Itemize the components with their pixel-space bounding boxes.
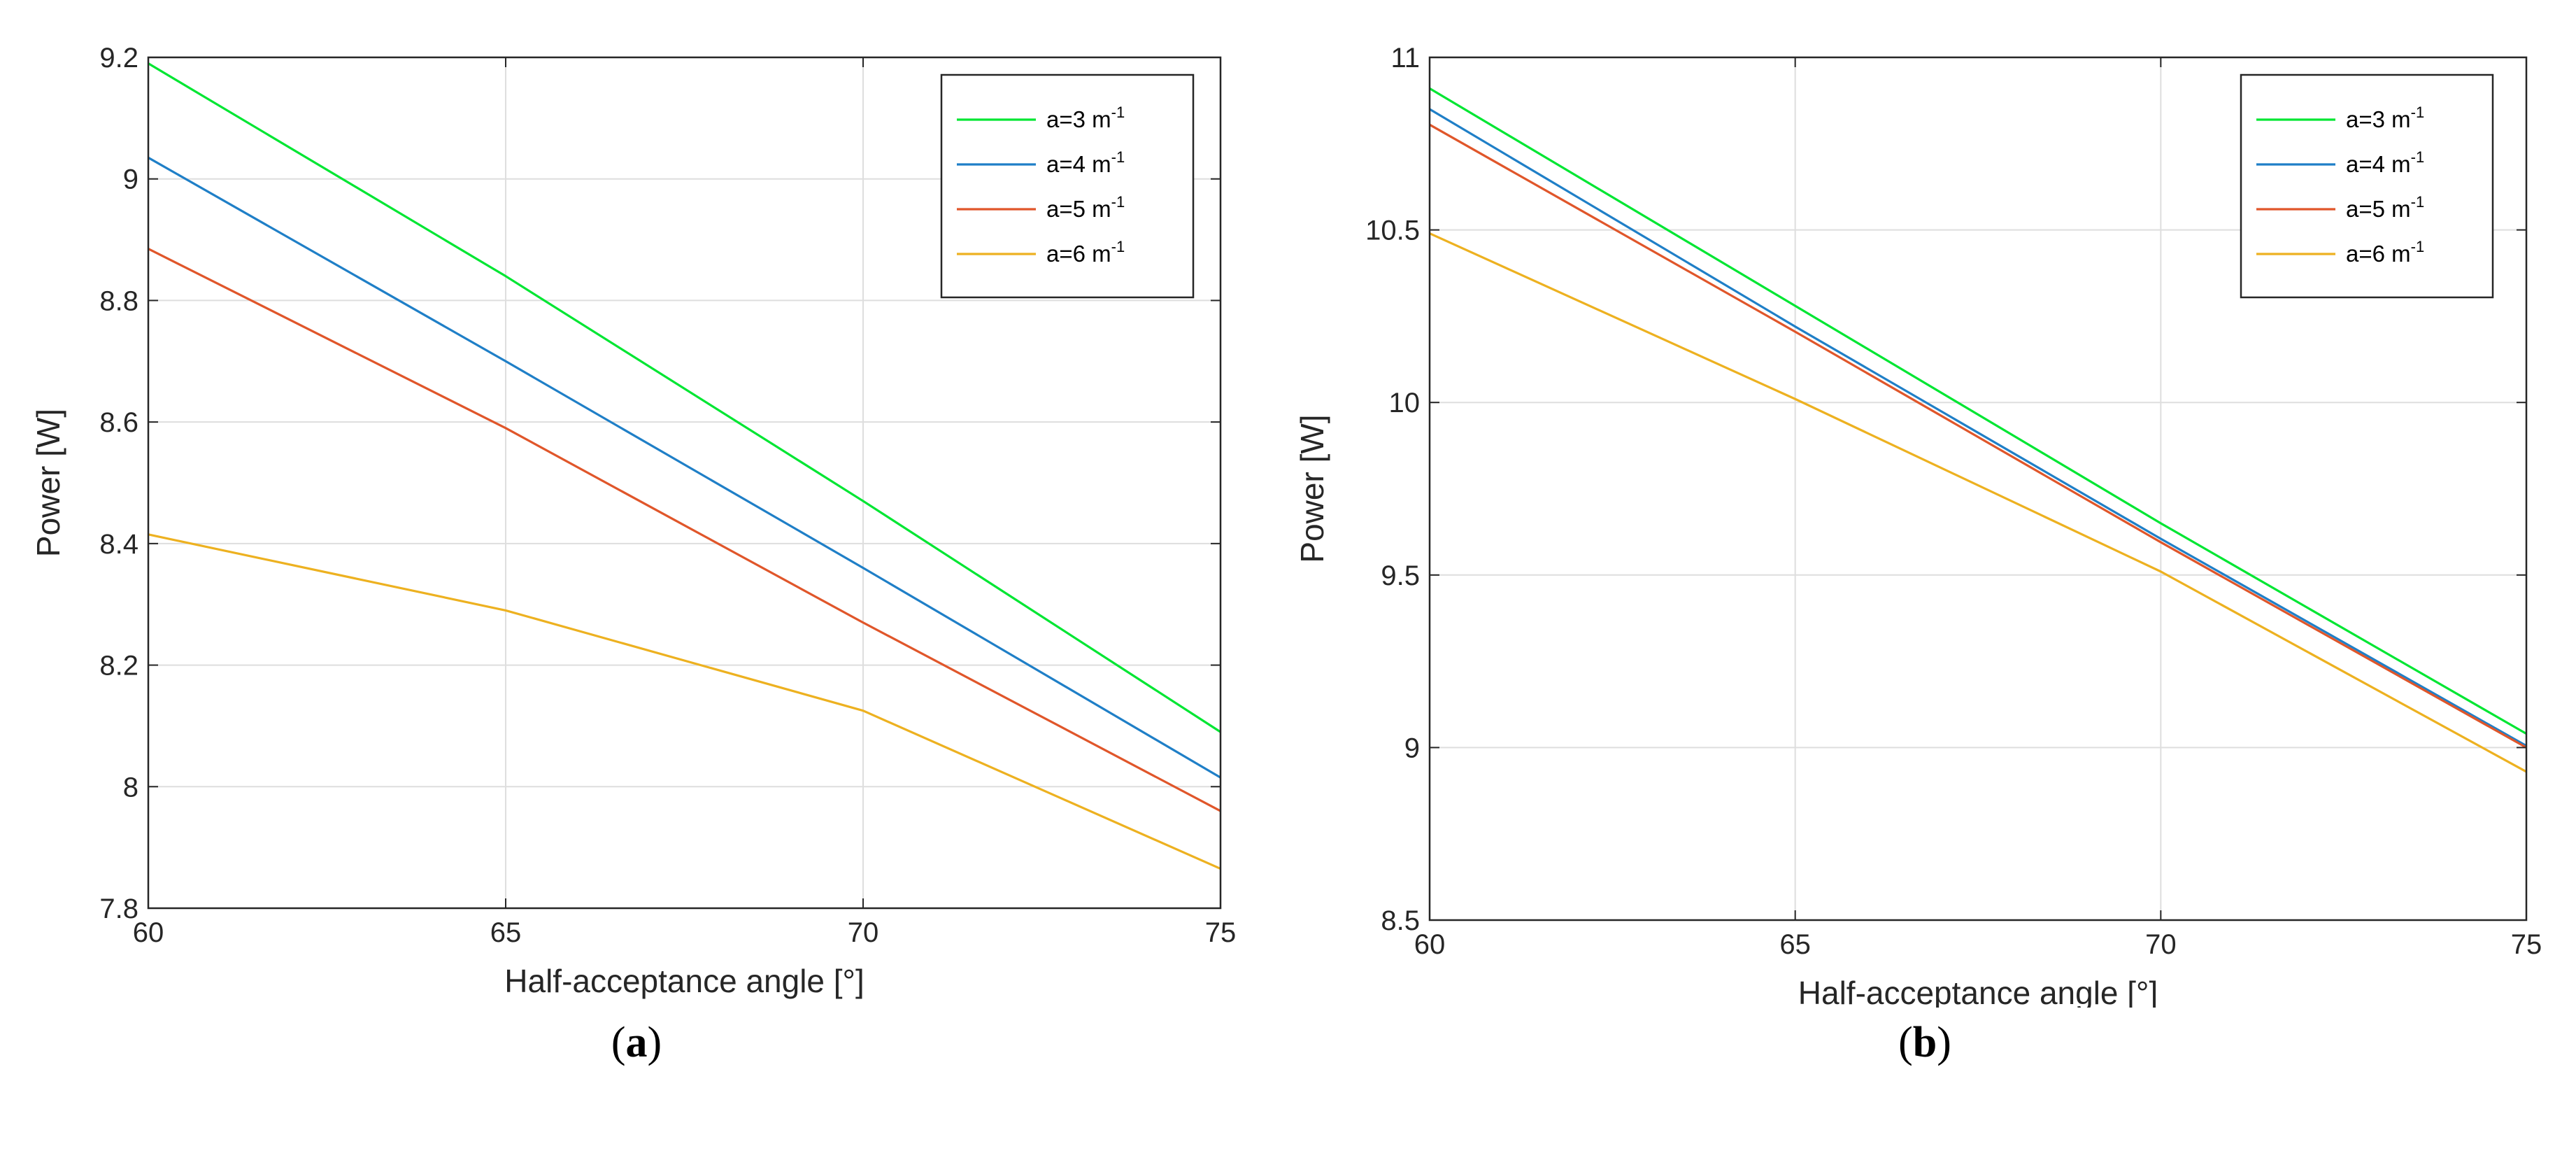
caption-a: (a) bbox=[532, 1018, 741, 1068]
chart-a-legend-label-name-2: a=4 m bbox=[1046, 151, 1111, 177]
chart-a-ylabel: Power [W] bbox=[30, 409, 66, 557]
chart-a-legend-label-sup-4: -1 bbox=[1111, 238, 1125, 255]
chart-b-series-line-3 bbox=[1429, 123, 2527, 749]
chart-a-xtick-label-3: 75 bbox=[1205, 917, 1237, 948]
caption-b-close: ) bbox=[1937, 1019, 1951, 1066]
chart-b-xtick-label-0: 60 bbox=[1414, 929, 1446, 960]
caption-a-close: ) bbox=[647, 1019, 662, 1066]
chart-a-legend-label-sup-3: -1 bbox=[1111, 193, 1125, 211]
chart-a-ytick-label-2: 8.2 bbox=[99, 651, 138, 682]
caption-b-open: ( bbox=[1898, 1019, 1913, 1066]
chart-b-legend-label-3: a=5 m-1 bbox=[2346, 193, 2424, 222]
chart-a-ytick-label-6: 9 bbox=[123, 164, 138, 195]
chart-a-xtick-label-0: 60 bbox=[133, 917, 164, 948]
chart-a-legend-label-4: a=6 m-1 bbox=[1046, 238, 1125, 267]
chart-a-xtick-label-2: 70 bbox=[848, 917, 879, 948]
chart-b-legend-box bbox=[2240, 73, 2494, 299]
chart-b-legend-label-name-2: a=4 m bbox=[2346, 151, 2411, 177]
chart-b-legend-label-sup-4: -1 bbox=[2411, 238, 2425, 255]
chart-panel-a: 60 65 70 75 7.8 8 8.2 8.4 8.6 8.8 9 9.2 Half-accepta… bbox=[30, 43, 1237, 1068]
chart-b-ylabel: Power [W] bbox=[1294, 414, 1330, 563]
chart-a-xtick-label-1: 65 bbox=[490, 917, 522, 948]
chart-b-ytick-label-1: 9 bbox=[1404, 733, 1420, 763]
chart-b-legend-label-2: a=4 m-1 bbox=[2346, 148, 2424, 177]
chart-a-ytick-label-4: 8.6 bbox=[99, 407, 138, 438]
chart-a-legend-label-3: a=5 m-1 bbox=[1046, 193, 1125, 222]
chart-a-ytick-label-0: 7.8 bbox=[99, 894, 138, 924]
chart-a-legend-box bbox=[940, 73, 1195, 299]
chart-b-legend-label-sup-3: -1 bbox=[2411, 193, 2425, 211]
chart-a-legend-label-1: a=3 m-1 bbox=[1046, 104, 1125, 132]
chart-b-legend-label-name-3: a=5 m bbox=[2346, 196, 2411, 222]
chart-b-series-line-4 bbox=[1429, 232, 2527, 773]
chart-a-series-line-1 bbox=[148, 62, 1221, 733]
chart-b-legend-label-1: a=3 m-1 bbox=[2346, 104, 2424, 132]
chart-b-legend-label-name-4: a=6 m bbox=[2346, 241, 2411, 267]
chart-a-legend-label-name-4: a=6 m bbox=[1046, 241, 1111, 267]
chart-b-xlabel: Half-acceptance angle [°] bbox=[1798, 975, 2158, 1008]
chart-a-legend-label-sup-1: -1 bbox=[1111, 104, 1125, 121]
chart-a-legend-label-2: a=4 m-1 bbox=[1046, 148, 1125, 177]
caption-a-open: ( bbox=[611, 1019, 626, 1066]
caption-b-letter: b bbox=[1912, 1019, 1937, 1066]
chart-b-xtick-label-1: 65 bbox=[1779, 929, 1811, 960]
chart-b-ytick-label-4: 10.5 bbox=[1365, 216, 1420, 246]
chart-b-legend-label-sup-2: -1 bbox=[2411, 148, 2425, 166]
chart-panel-b: 60 65 70 75 8.5 9 9.5 10 10.5 11 Half-acceptance a… bbox=[1288, 0, 2576, 1158]
chart-b-legend-label-sup-1: -1 bbox=[2411, 104, 2425, 121]
chart-b-ytick-label-5: 11 bbox=[1390, 43, 1420, 73]
chart-b-axes-box bbox=[1428, 56, 2528, 922]
chart-a-ytick-label-5: 8.8 bbox=[99, 285, 138, 316]
chart-b-series-line-1 bbox=[1429, 87, 2527, 735]
chart-a-legend-label-name-1: a=3 m bbox=[1046, 106, 1111, 132]
chart-a-legend-label-sup-2: -1 bbox=[1111, 148, 1125, 166]
chart-b-ytick-label-3: 10 bbox=[1389, 388, 1421, 418]
chart-b-xtick-label-2: 70 bbox=[2145, 929, 2177, 960]
chart-a-xlabel: Half-acceptance angle [°] bbox=[504, 963, 864, 999]
chart-b-legend-label-name-1: a=3 m bbox=[2346, 106, 2411, 132]
chart-a-axes-box bbox=[147, 56, 1222, 910]
chart-a-series-line-4 bbox=[148, 533, 1221, 870]
chart-a-legend-label-name-3: a=5 m bbox=[1046, 196, 1111, 222]
chart-b-ytick-label-0: 8.5 bbox=[1381, 905, 1420, 936]
chart-b-legend-label-4: a=6 m-1 bbox=[2346, 238, 2424, 267]
chart-a-series-line-2 bbox=[148, 156, 1221, 779]
caption-b: (b) bbox=[1820, 1018, 2030, 1068]
chart-a-ytick-label-1: 8 bbox=[123, 772, 138, 803]
chart-b-xtick-label-3: 75 bbox=[2511, 929, 2542, 960]
chart-a-svg: 60 65 70 75 7.8 8 8.2 8.4 8.6 8.8 9 9.2 Half-accepta… bbox=[30, 43, 1237, 999]
chart-b-svg: 60 65 70 75 8.5 9 9.5 10 10.5 11 Half-acceptance a… bbox=[1294, 43, 2542, 1008]
chart-b-ytick-label-2: 9.5 bbox=[1381, 560, 1420, 591]
chart-a-series-line-3 bbox=[148, 248, 1221, 812]
chart-a-ytick-label-7: 9.2 bbox=[99, 43, 138, 73]
caption-a-letter: a bbox=[625, 1019, 648, 1066]
chart-b-series-line-2 bbox=[1429, 108, 2527, 747]
chart-a-ytick-label-3: 8.4 bbox=[99, 529, 138, 560]
